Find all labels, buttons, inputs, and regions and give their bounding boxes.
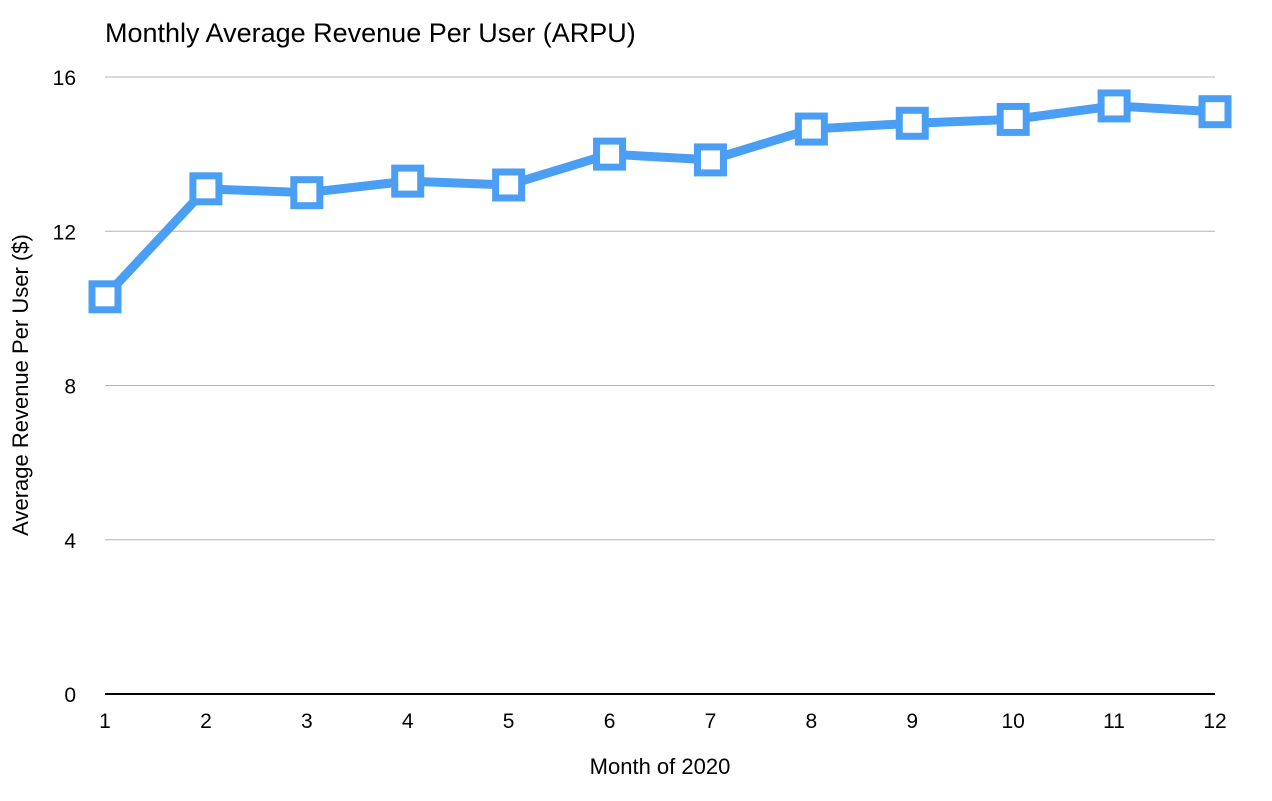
x-tick-label: 5 [503,710,515,733]
x-axis-title: Month of 2020 [590,754,731,779]
y-tick-label: 16 [53,67,76,90]
series-layer [88,89,1232,314]
data-point-month-7 [693,143,727,177]
y-tick-label: 0 [64,684,76,707]
data-point-month-2 [189,172,223,206]
chart-title: Monthly Average Revenue Per User (ARPU) [105,18,636,48]
data-point-month-5 [492,168,526,202]
data-point-month-9 [895,106,929,140]
x-tick-label: 1 [99,710,111,733]
y-tick-label: 8 [64,376,76,399]
x-tick-label: 4 [402,710,414,733]
x-tick-label: 2 [200,710,212,733]
data-point-month-8 [794,112,828,146]
data-point-month-12 [1198,95,1232,129]
x-tick-label: 11 [1103,710,1125,733]
data-point-month-1 [88,280,122,314]
y-tick-label: 12 [53,221,76,244]
x-tick-label: 9 [906,710,918,733]
data-point-month-6 [593,137,627,171]
data-point-month-4 [391,164,425,198]
gridlines [105,76,1215,541]
y-tick-label: 4 [64,530,76,553]
data-point-month-11 [1097,89,1131,123]
y-axis-title: Average Revenue Per User ($) [8,234,33,536]
series-line [100,101,1220,302]
x-tick-label: 12 [1203,710,1226,733]
x-tick-label: 8 [806,710,818,733]
data-point-month-3 [290,176,324,210]
x-tick-label: 3 [301,710,313,733]
x-tick-label: 6 [604,710,616,733]
x-tick-label: 7 [705,710,717,733]
x-tick-label: 10 [1002,710,1025,733]
data-point-month-10 [996,102,1030,136]
